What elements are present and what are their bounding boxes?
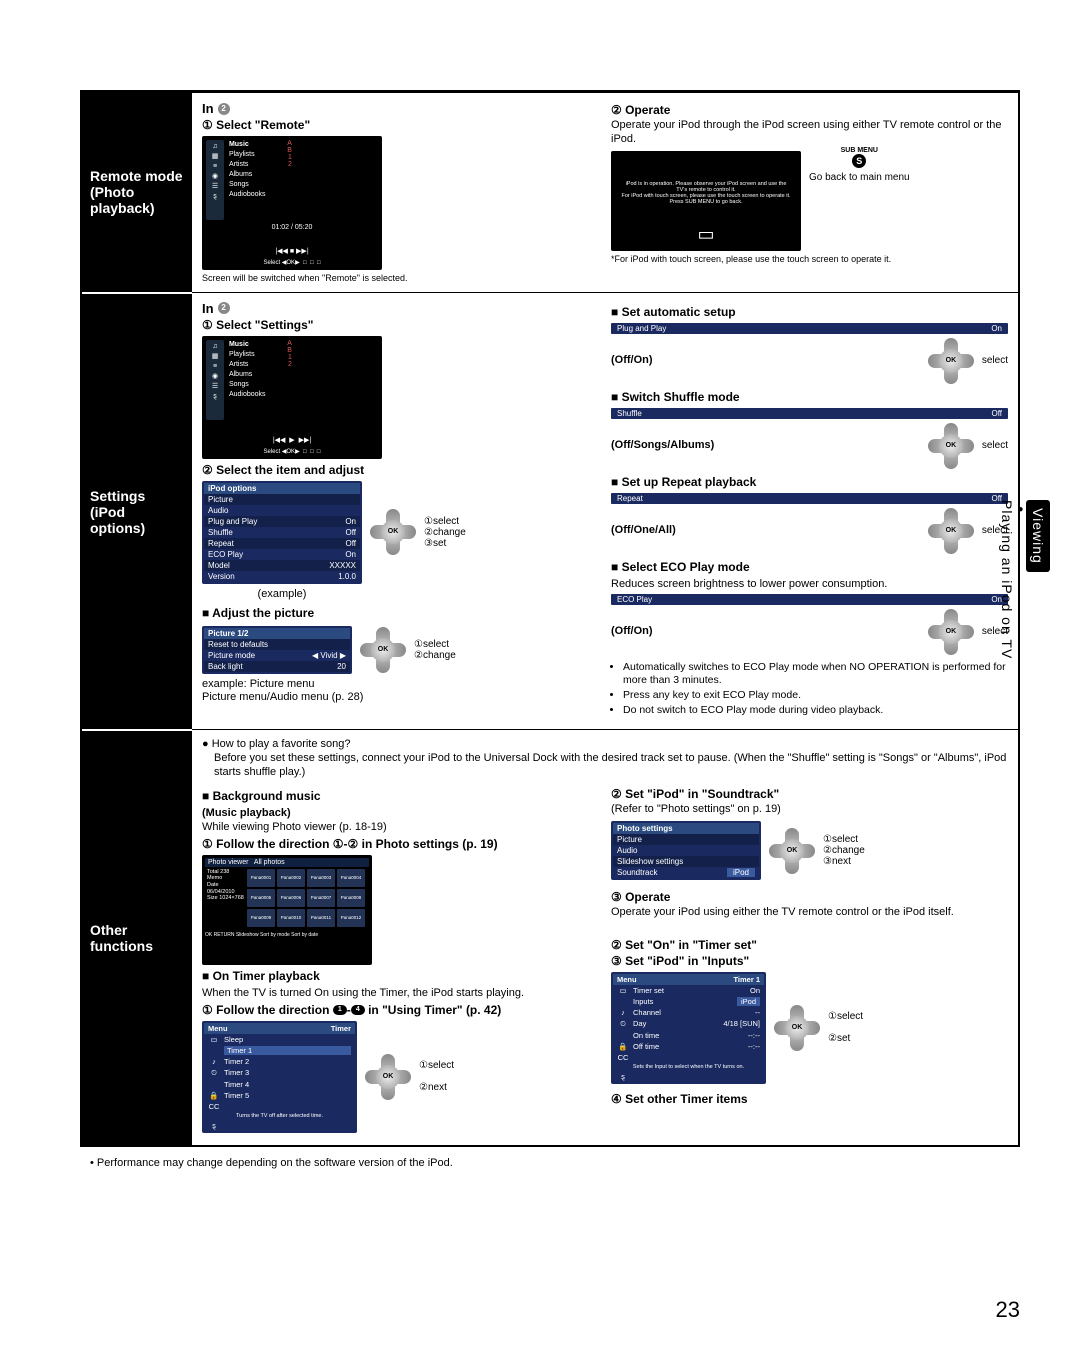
dpad-icon: OK (370, 509, 416, 555)
row1-step2: ② Operate (611, 103, 1008, 117)
row2-right: ■ Set automatic setup Plug and PlayOn (O… (611, 301, 1008, 721)
side-tab-text: Playing an iPod on TV (999, 500, 1015, 659)
row-label-settings: Settings (iPod options) (82, 292, 192, 729)
row1-left-caption: Screen will be switched when "Remote" is… (202, 274, 599, 284)
row1-right-caption: *For iPod with touch screen, please use … (611, 255, 1008, 265)
row3-left: ■ Background music (Music playback) Whil… (202, 785, 599, 1136)
ipod-menu-shot-1: ♫▦≡◉☰ȿ Music Playlists Artists Albums So… (202, 136, 382, 270)
ipod-options-panel: iPod options Picture Audio Plug and Play… (202, 481, 362, 584)
page-number: 23 (996, 1297, 1020, 1323)
main-grid: Remote mode (Photo playback) In2 ① Selec… (80, 90, 1020, 1147)
row2-content: In2 ① Select "Settings" ♫▦≡◉☰ȿ MusicPlay… (192, 292, 1018, 729)
timer-panel-left: MenuTimer ▭Sleep Timer 1 ♪Timer 2 ⏲Timer… (202, 1021, 357, 1133)
ipod-menu-shot-2: ♫▦≡◉☰ȿ MusicPlaylistsArtistsAlbumsSongsA… (202, 336, 382, 459)
row-label-other: Other functions (82, 729, 192, 1145)
footnote: • Performance may change depending on th… (90, 1157, 1020, 1169)
side-tab: Viewing ● Playing an iPod on TV (999, 500, 1050, 659)
shuffle-bar: ShuffleOff (611, 408, 1008, 419)
ipod-dock-shot: iPod is in operation. Please observe you… (611, 151, 801, 251)
picture-panel: Picture 1/2 Reset to defaults Picture mo… (202, 626, 352, 674)
side-tab-box: Viewing (1026, 500, 1050, 572)
photo-settings-panel: Photo settings Picture Audio Slideshow s… (611, 821, 761, 880)
dpad-icon: OK (928, 609, 974, 655)
dpad-icon: OK (774, 1005, 820, 1051)
eco-bar: ECO PlayOn (611, 594, 1008, 605)
dpad-icon: OK (928, 423, 974, 469)
row1-left: In2 ① Select "Remote" ♫▦≡◉☰ȿ Music Playl… (202, 101, 599, 284)
row1-content: In2 ① Select "Remote" ♫▦≡◉☰ȿ Music Playl… (192, 92, 1018, 292)
row3-content: ● How to play a favorite song? Before yo… (192, 729, 1018, 1145)
dpad-icon: OK (360, 627, 406, 673)
sub-menu-button[interactable]: S (852, 154, 866, 168)
plug-play-bar: Plug and PlayOn (611, 323, 1008, 334)
dpad-icon: OK (928, 508, 974, 554)
dpad-icon: OK (769, 828, 815, 874)
row1-step1: ① Select "Remote" (202, 118, 599, 132)
photo-viewer-shot: Photo viewer All photos Total 238 Memo D… (202, 855, 372, 965)
row-label-remote: Remote mode (Photo playback) (82, 92, 192, 292)
repeat-bar: RepeatOff (611, 493, 1008, 504)
row1-right: ② Operate Operate your iPod through the … (611, 101, 1008, 284)
dpad-icon: OK (365, 1054, 411, 1100)
timer1-panel: MenuTimer 1 ▭Timer setOn InputsiPod ♪Cha… (611, 972, 766, 1084)
row3-right: ② Set "iPod" in "Soundtrack" (Refer to "… (611, 785, 1008, 1136)
eco-notes: Automatically switches to ECO Play mode … (623, 661, 1008, 718)
row2-left: In2 ① Select "Settings" ♫▦≡◉☰ȿ MusicPlay… (202, 301, 599, 721)
dpad-icon: OK (928, 338, 974, 384)
